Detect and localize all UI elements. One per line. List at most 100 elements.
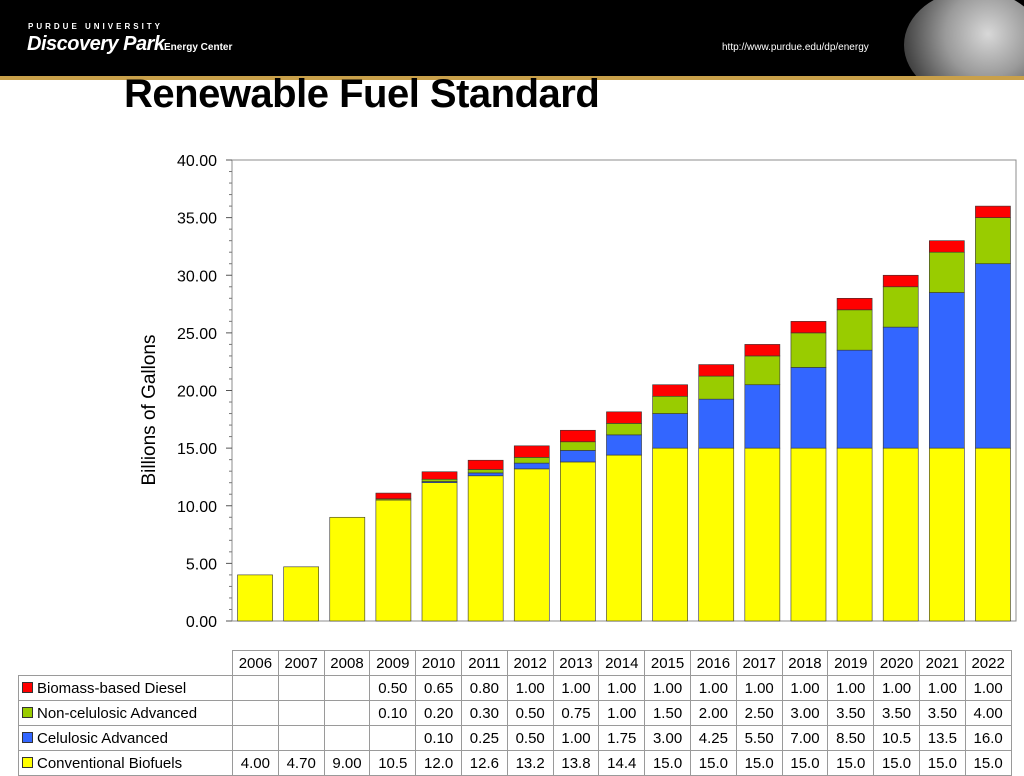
- bar-celulosic-advanced-2013: [560, 450, 596, 463]
- table-corner-cell: [19, 651, 233, 676]
- bar-conventional-biofuels-2017: [744, 447, 781, 622]
- data-label: 13.8: [552, 750, 600, 776]
- bar-non-celulosic-advanced-2010: [421, 478, 458, 482]
- data-label: 15.0: [689, 750, 737, 776]
- bar-conventional-biofuels-2018: [790, 447, 827, 622]
- x-tick-label: 2019: [827, 650, 875, 676]
- x-tick-label: 2007: [277, 650, 325, 676]
- data-label: [277, 725, 325, 751]
- bar-biomass-based-diesel-2019: [836, 297, 873, 311]
- bar-conventional-biofuels-2007: [283, 566, 320, 622]
- data-label: 10.5: [369, 750, 417, 776]
- bar-conventional-biofuels-2022: [975, 447, 1011, 622]
- data-label: 13.2: [506, 750, 554, 776]
- data-label: 1.00: [598, 675, 646, 701]
- bar-celulosic-advanced-2011: [467, 472, 504, 477]
- y-axis-label: Billions of Gallons: [139, 334, 160, 485]
- bar-non-celulosic-advanced-2016: [698, 375, 735, 400]
- x-tick-label: 2015: [644, 650, 691, 676]
- data-label: 5.50: [735, 725, 783, 751]
- header-url: http://www.purdue.edu/dp/energy: [722, 42, 869, 53]
- bar-biomass-based-diesel-2013: [560, 429, 596, 443]
- header-rule: [0, 76, 1024, 80]
- y-tick-label: 0.00: [186, 614, 217, 631]
- y-tick-label: 35.00: [177, 211, 217, 228]
- data-table: 2006 2007 2008 2009 2010 2011 2012 2013 2014 2015…: [18, 650, 1012, 776]
- bar-celulosic-advanced-2015: [652, 413, 688, 449]
- bar-conventional-biofuels-2011: [467, 475, 504, 622]
- bar-non-celulosic-advanced-2012: [513, 457, 550, 464]
- bar-non-celulosic-advanced-2022: [975, 217, 1011, 265]
- data-label: [232, 700, 279, 726]
- bar-conventional-biofuels-2008: [329, 516, 366, 622]
- data-label: 15.0: [827, 750, 875, 776]
- data-label: [277, 700, 325, 726]
- bar-conventional-biofuels-2009: [375, 499, 412, 622]
- x-tick-label: 2014: [598, 650, 646, 676]
- x-tick-label: 2010: [415, 650, 462, 676]
- bar-conventional-biofuels-2021: [928, 447, 965, 622]
- data-label: [232, 675, 279, 701]
- table-row: Celulosic Advanced 0.10 0.25 0.50 1.00 1.75 3.…: [18, 725, 1012, 751]
- bar-biomass-based-diesel-2014: [606, 411, 642, 424]
- bar-conventional-biofuels-2016: [698, 447, 735, 622]
- table-row: Conventional Biofuels 4.00 4.70 9.00 10.5 12.…: [18, 750, 1012, 776]
- bar-biomass-based-diesel-2021: [928, 240, 965, 253]
- data-label: 15.0: [873, 750, 920, 776]
- bar-celulosic-advanced-2019: [836, 349, 873, 449]
- data-label: 2.00: [689, 700, 737, 726]
- data-label: 4.70: [277, 750, 325, 776]
- bar-celulosic-advanced-2016: [698, 398, 735, 449]
- data-label: 8.50: [827, 725, 875, 751]
- bar-celulosic-advanced-2022: [975, 263, 1011, 449]
- bar-conventional-biofuels-2013: [560, 461, 596, 622]
- stacked-bar-chart: 0.00 5.00 10.00 15.00 20.00 25.00 30.00 35.00 40…: [139, 153, 1017, 631]
- page-title: Renewable Fuel Standard: [124, 72, 600, 116]
- data-label: 0.10: [415, 725, 462, 751]
- bar-biomass-based-diesel-2022: [975, 205, 1011, 218]
- legend-swatch-icon: [22, 682, 33, 694]
- x-tick-label: 2017: [735, 650, 783, 676]
- data-label: 16.0: [964, 725, 1012, 751]
- data-label: [232, 725, 279, 751]
- x-tick-label: 2022: [964, 650, 1012, 676]
- legend-label: Non-celulosic Advanced: [37, 704, 198, 722]
- bar-biomass-based-diesel-2015: [652, 384, 688, 397]
- bar-conventional-biofuels-2006: [237, 574, 273, 622]
- data-label: 1.00: [644, 675, 691, 701]
- data-label: 15.0: [918, 750, 966, 776]
- bar-non-celulosic-advanced-2019: [836, 309, 873, 351]
- legend-entry: Celulosic Advanced: [18, 725, 233, 751]
- data-label: 1.00: [598, 700, 646, 726]
- legend-swatch-icon: [22, 757, 33, 769]
- data-label: 0.30: [460, 700, 508, 726]
- data-label: 2.50: [735, 700, 783, 726]
- data-label: 10.5: [873, 725, 920, 751]
- bar-conventional-biofuels-2012: [513, 468, 550, 622]
- x-tick-label: 2021: [918, 650, 966, 676]
- bar-biomass-based-diesel-2016: [698, 364, 735, 377]
- data-label: 0.25: [460, 725, 508, 751]
- data-label: 12.0: [415, 750, 462, 776]
- data-label: [369, 725, 417, 751]
- bar-conventional-biofuels-2019: [836, 447, 873, 622]
- bar-non-celulosic-advanced-2013: [560, 441, 596, 451]
- data-label: 0.65: [415, 675, 462, 701]
- logo-energy-center: Energy Center: [164, 42, 233, 53]
- data-label: 1.00: [689, 675, 737, 701]
- globe-icon: [904, 0, 1024, 80]
- data-label: 15.0: [781, 750, 829, 776]
- legend-entry: Biomass-based Diesel: [18, 675, 233, 701]
- bar-conventional-biofuels-2010: [421, 482, 458, 622]
- data-label: 0.50: [369, 675, 417, 701]
- bar-biomass-based-diesel-2011: [467, 459, 504, 470]
- x-tick-label: 2011: [460, 650, 508, 676]
- data-label: 1.00: [918, 675, 966, 701]
- bar-conventional-biofuels-2014: [606, 454, 642, 622]
- data-label: 15.0: [964, 750, 1012, 776]
- bar-non-celulosic-advanced-2018: [790, 332, 827, 368]
- bar-biomass-based-diesel-2012: [513, 445, 550, 458]
- bar-conventional-biofuels-2020: [882, 447, 919, 622]
- x-tick-label: 2013: [552, 650, 600, 676]
- legend-label: Celulosic Advanced: [37, 729, 168, 747]
